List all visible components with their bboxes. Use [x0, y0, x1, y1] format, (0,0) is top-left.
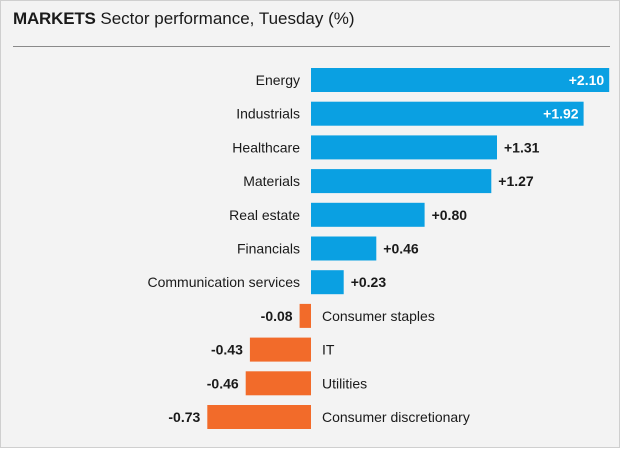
bar-3: [311, 169, 492, 194]
bar-7: [299, 303, 311, 328]
value-label-8: -0.43: [211, 342, 243, 358]
bar-0: [311, 68, 610, 92]
value-label-3: +1.27: [498, 173, 534, 189]
value-label-5: +0.46: [383, 241, 419, 257]
category-label-5: Financials: [237, 241, 300, 257]
category-label-0: Energy: [256, 72, 300, 88]
category-label-9: Utilities: [322, 375, 367, 391]
value-label-7: -0.08: [261, 308, 293, 324]
category-label-8: IT: [322, 342, 335, 358]
title-kicker: MARKETS: [13, 9, 96, 28]
category-label-4: Real estate: [229, 207, 300, 223]
bar-4: [311, 202, 425, 227]
bar-6: [311, 270, 344, 295]
category-label-10: Consumer discretionary: [322, 409, 470, 425]
bar-1: [311, 101, 584, 126]
value-label-6: +0.23: [351, 274, 387, 290]
bar-10: [207, 405, 311, 429]
category-label-6: Communication services: [148, 274, 301, 290]
chart-title: MARKETS Sector performance, Tuesday (%): [13, 9, 355, 29]
bar-9: [245, 371, 311, 396]
category-label-1: Industrials: [236, 106, 300, 122]
value-label-4: +0.80: [432, 207, 468, 223]
category-label-7: Consumer staples: [322, 308, 435, 324]
bar-8: [249, 337, 311, 362]
bar-5: [311, 236, 377, 261]
value-label-10: -0.73: [168, 409, 200, 425]
title-text: Sector performance, Tuesday (%): [100, 9, 355, 28]
value-label-0: +2.10: [569, 72, 605, 88]
category-label-3: Materials: [243, 173, 300, 189]
value-label-1: +1.92: [543, 106, 579, 122]
value-label-2: +1.31: [504, 139, 540, 155]
value-label-9: -0.46: [207, 375, 239, 391]
category-label-2: Healthcare: [232, 139, 300, 155]
bar-2: [311, 135, 497, 160]
title-divider: [13, 46, 610, 47]
